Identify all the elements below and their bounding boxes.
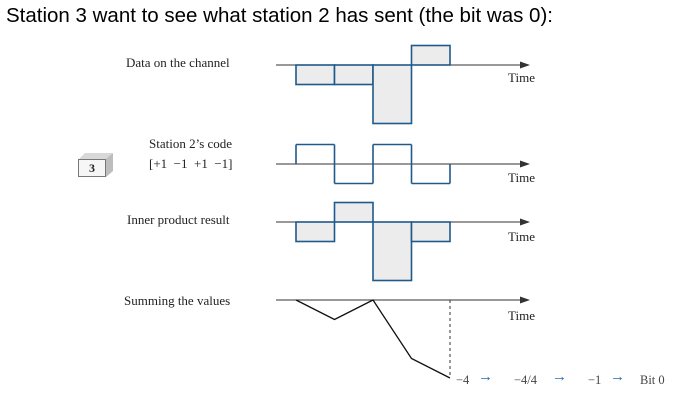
channel-bar-1: [295, 64, 336, 86]
result-divided: −4/4: [514, 373, 538, 387]
row-label-data: Data on the channel: [126, 55, 230, 70]
time-label-data: Time: [508, 70, 535, 85]
page-heading: Station 3 want to see what station 2 has…: [6, 4, 553, 27]
inner-bar-3: [372, 221, 413, 282]
sum-curve: [295, 299, 451, 379]
row-label-sum: Summing the values: [124, 293, 231, 308]
result-arrow-2: →: [552, 369, 567, 385]
station-2-code-plot: [276, 143, 530, 185]
time-label-code: Time: [508, 170, 535, 185]
result-normalized: −1: [588, 373, 602, 387]
result-arrow-3: →: [610, 369, 625, 385]
station-number: 3: [78, 159, 106, 177]
result-arrow-1: →: [478, 369, 493, 385]
code-axis-arrow: [520, 160, 530, 168]
channel-bar-2: [333, 64, 374, 86]
inner-bar-1: [295, 221, 336, 243]
time-label-sum: Time: [508, 308, 535, 323]
sum-axis-arrow: [520, 296, 530, 304]
row-label-inner: Inner product result: [127, 212, 230, 227]
summing-plot: [276, 296, 530, 379]
inner-product-plot: [276, 201, 530, 282]
station-3-box: 3: [78, 153, 114, 177]
row-label-code: Station 2’s code: [149, 136, 233, 151]
row-sublabel-code: [+1 −1 +1 −1]: [149, 156, 233, 171]
channel-data-plot: [276, 44, 530, 125]
result-sum-value: −4: [456, 373, 470, 387]
result-bit: Bit 0: [640, 373, 665, 387]
inner-bar-4: [410, 221, 451, 243]
inner-bar-2: [333, 201, 374, 223]
time-label-inner: Time: [508, 229, 535, 244]
inner-axis-arrow: [520, 218, 530, 226]
channel-bar-4: [410, 44, 451, 66]
station-box-top: [79, 153, 113, 159]
channel-axis-arrow: [520, 61, 530, 69]
channel-bar-3: [372, 64, 413, 125]
station-box-side: [106, 153, 113, 177]
